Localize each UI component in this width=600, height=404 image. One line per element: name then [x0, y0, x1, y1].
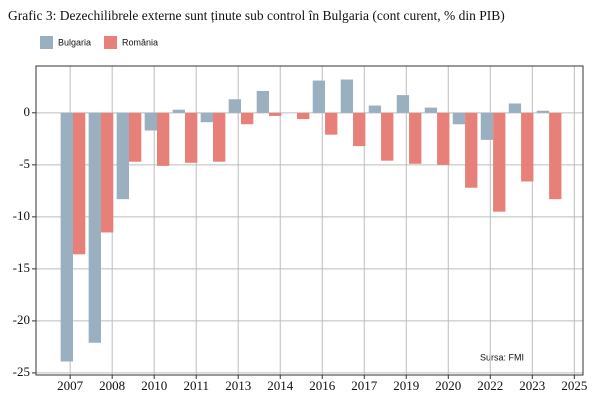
bar [480, 112, 494, 140]
bar [340, 79, 354, 113]
x-tick-label: 2020 [435, 378, 461, 393]
bar [228, 99, 242, 113]
bar [493, 112, 506, 212]
x-tick-label: 2019 [393, 378, 419, 393]
legend-swatch [40, 36, 53, 49]
bar [409, 112, 422, 164]
bar [88, 112, 101, 343]
legend-label: Bulgaria [58, 37, 91, 47]
bar [465, 112, 478, 188]
bar [72, 112, 86, 255]
bar [452, 112, 466, 125]
bar [200, 112, 214, 123]
bar [508, 103, 522, 113]
x-tick-label: 2016 [309, 378, 336, 393]
bar [353, 112, 366, 147]
bar [256, 90, 270, 113]
bar [396, 95, 410, 113]
x-tick-label: 2017 [351, 378, 378, 393]
x-tick-label: 2011 [183, 378, 209, 393]
x-tick-label: 2022 [477, 378, 503, 393]
x-tick-label: 2008 [99, 378, 125, 393]
bar [60, 112, 73, 362]
x-tick-label: 2014 [267, 378, 294, 393]
bar [549, 112, 562, 200]
bar [437, 112, 450, 165]
bar [312, 80, 326, 113]
x-tick-label: 2007 [57, 378, 84, 393]
x-tick-label: 2023 [519, 378, 545, 393]
bar [241, 112, 254, 125]
source-note: Sursa: FMI [480, 352, 524, 362]
y-tick-label: -10 [13, 208, 30, 223]
x-tick-label: 2013 [225, 378, 251, 393]
bar [172, 109, 186, 113]
bar [185, 112, 198, 163]
bar [144, 112, 157, 131]
bar [381, 112, 394, 161]
bar [128, 112, 142, 162]
y-tick-label: -25 [13, 364, 30, 379]
bar [368, 105, 382, 113]
bar [521, 112, 534, 182]
plot-frame [35, 65, 584, 376]
bar [156, 112, 170, 166]
legend-label: România [122, 37, 158, 47]
y-tick-label: -5 [19, 156, 30, 171]
bar [424, 107, 438, 113]
y-tick-label: -15 [13, 260, 30, 275]
bar [269, 112, 282, 116]
bar [213, 112, 226, 162]
chart-title: Grafic 3: Dezechilibrele externe sunt ți… [8, 8, 505, 23]
y-tick-label: 0 [24, 104, 31, 119]
bar [297, 112, 310, 120]
legend-swatch [104, 36, 117, 49]
bar [325, 112, 338, 135]
bar [116, 112, 129, 200]
bar [100, 112, 114, 233]
y-tick-label: -20 [13, 312, 30, 327]
bar [536, 110, 550, 113]
x-tick-label: 2010 [141, 378, 167, 393]
x-tick-label: 2025 [561, 378, 587, 393]
